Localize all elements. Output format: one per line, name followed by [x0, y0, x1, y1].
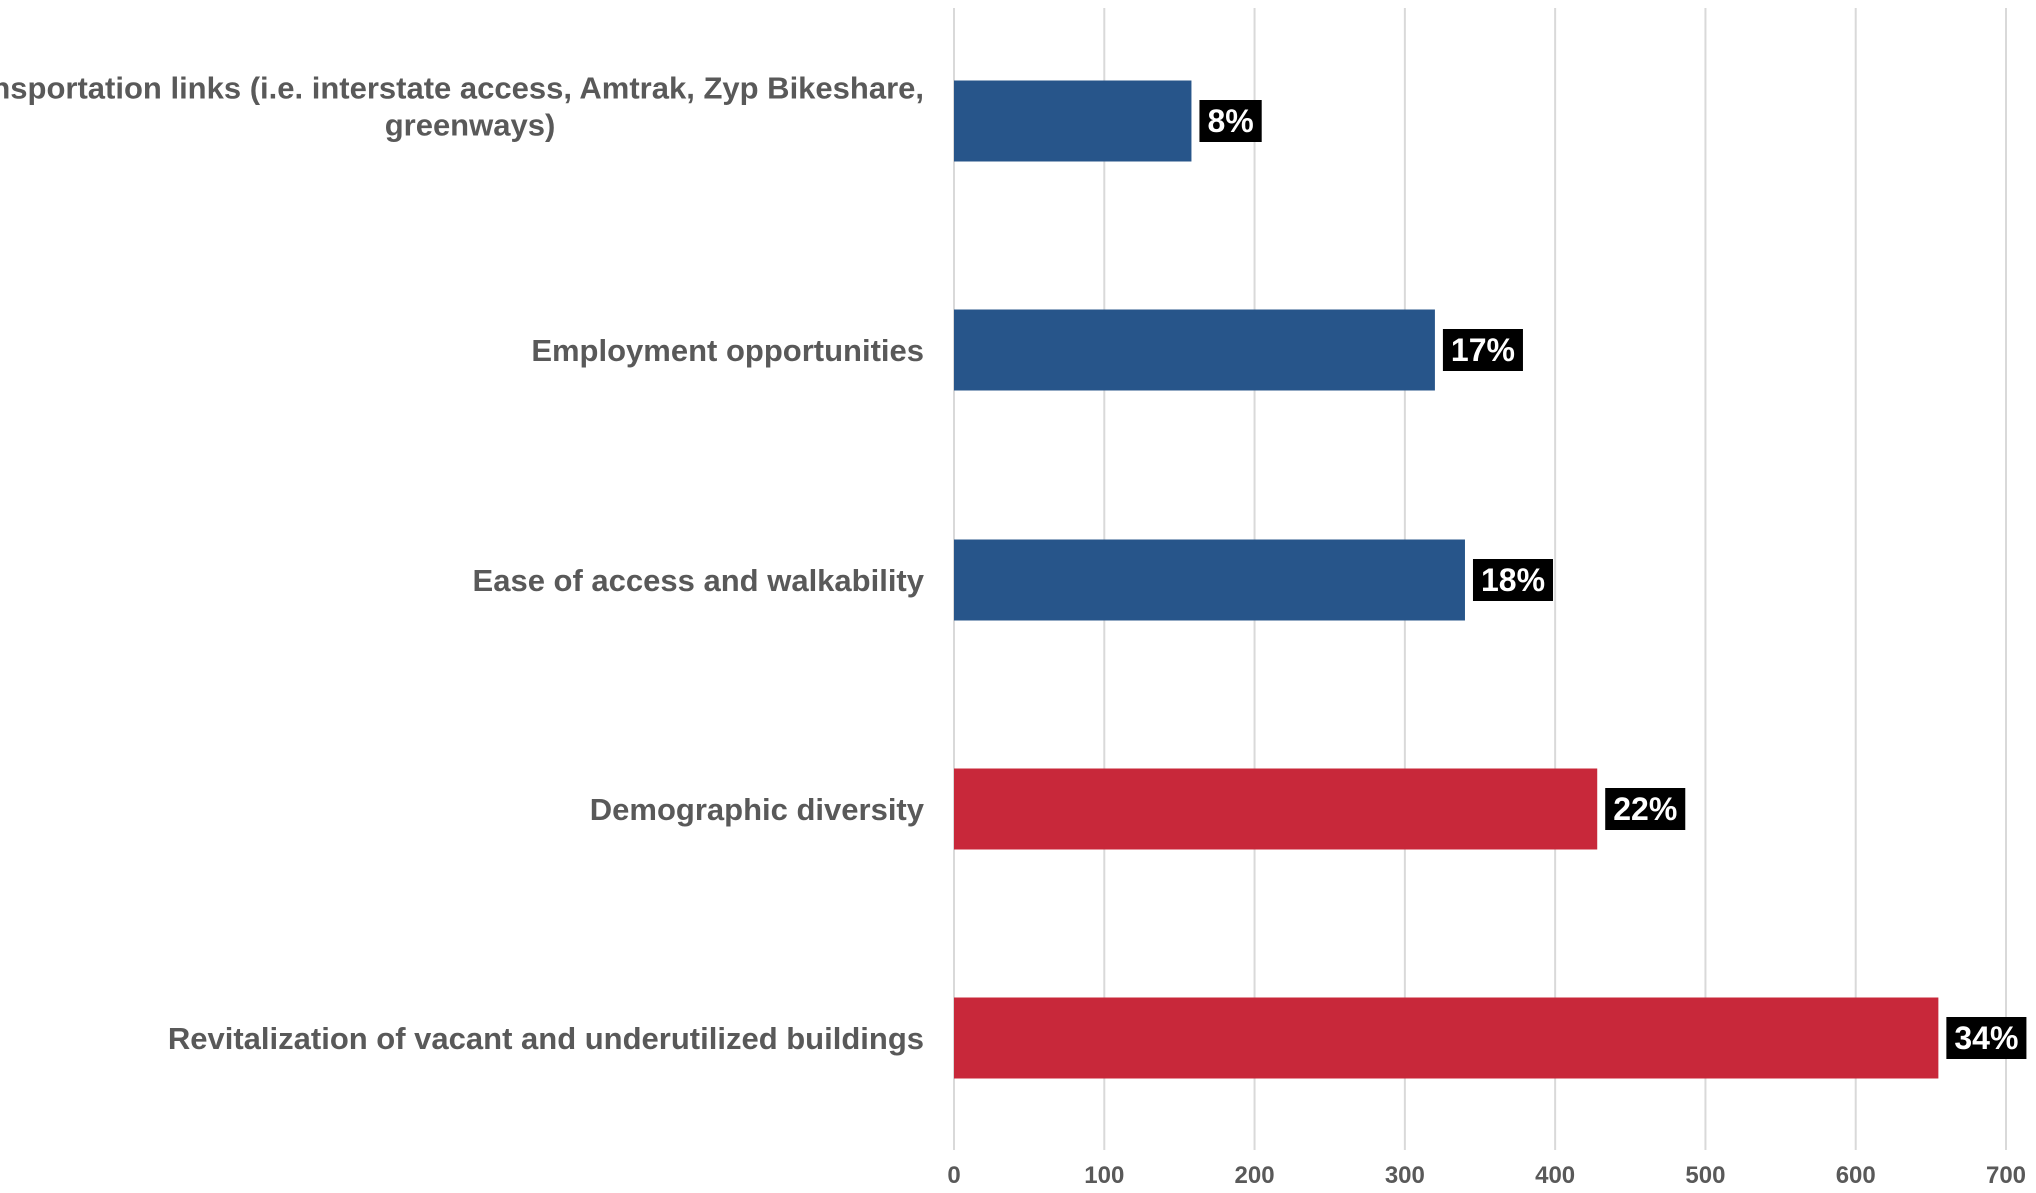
- data-label-box-1: [1199, 100, 1262, 142]
- bars: [954, 80, 1939, 1079]
- bar-4: [954, 768, 1598, 850]
- bar-5: [954, 997, 1939, 1079]
- x-tick-label-200: 200: [1235, 1162, 1275, 1188]
- category-label-1-line-2: greenways): [385, 108, 556, 143]
- x-tick-label-700: 700: [1986, 1162, 2026, 1188]
- category-label-5: Revitalization of vacant and underutiliz…: [168, 1021, 924, 1056]
- data-label-4: 22%: [1613, 791, 1677, 827]
- data-label-1: 8%: [1207, 103, 1253, 139]
- data-label-box-4: [1605, 788, 1686, 830]
- data-labels: 8% 17% 18% 22% 34%: [1199, 100, 2027, 1059]
- category-label-2: Employment opportunities: [531, 333, 924, 368]
- data-label-box-2: [1442, 329, 1523, 371]
- category-labels: Transportation links (i.e. interstate ac…: [0, 71, 925, 1057]
- data-label-3: 18%: [1481, 562, 1545, 598]
- data-label-box-5: [1946, 1017, 2027, 1059]
- category-label-1-line-1: Transportation links (i.e. interstate ac…: [0, 71, 924, 106]
- data-label-box-3: [1472, 559, 1554, 601]
- category-label-4: Demographic diversity: [590, 792, 925, 827]
- bar-1: [954, 80, 1192, 162]
- data-label-2: 17%: [1451, 332, 1515, 368]
- x-tick-label-600: 600: [1836, 1162, 1876, 1188]
- x-tick-label-500: 500: [1685, 1162, 1725, 1188]
- data-label-5: 34%: [1954, 1020, 2018, 1056]
- bar-2: [954, 309, 1435, 391]
- x-axis-tick-labels: 0 100 200 300 400 500 600 700: [947, 1162, 2026, 1189]
- category-label-3: Ease of access and walkability: [473, 563, 925, 598]
- bar-3: [954, 539, 1465, 621]
- x-tick-label-0: 0: [947, 1162, 960, 1188]
- x-tick-label-100: 100: [1084, 1162, 1124, 1188]
- x-tick-label-300: 300: [1385, 1162, 1425, 1188]
- x-tick-label-400: 400: [1535, 1162, 1575, 1188]
